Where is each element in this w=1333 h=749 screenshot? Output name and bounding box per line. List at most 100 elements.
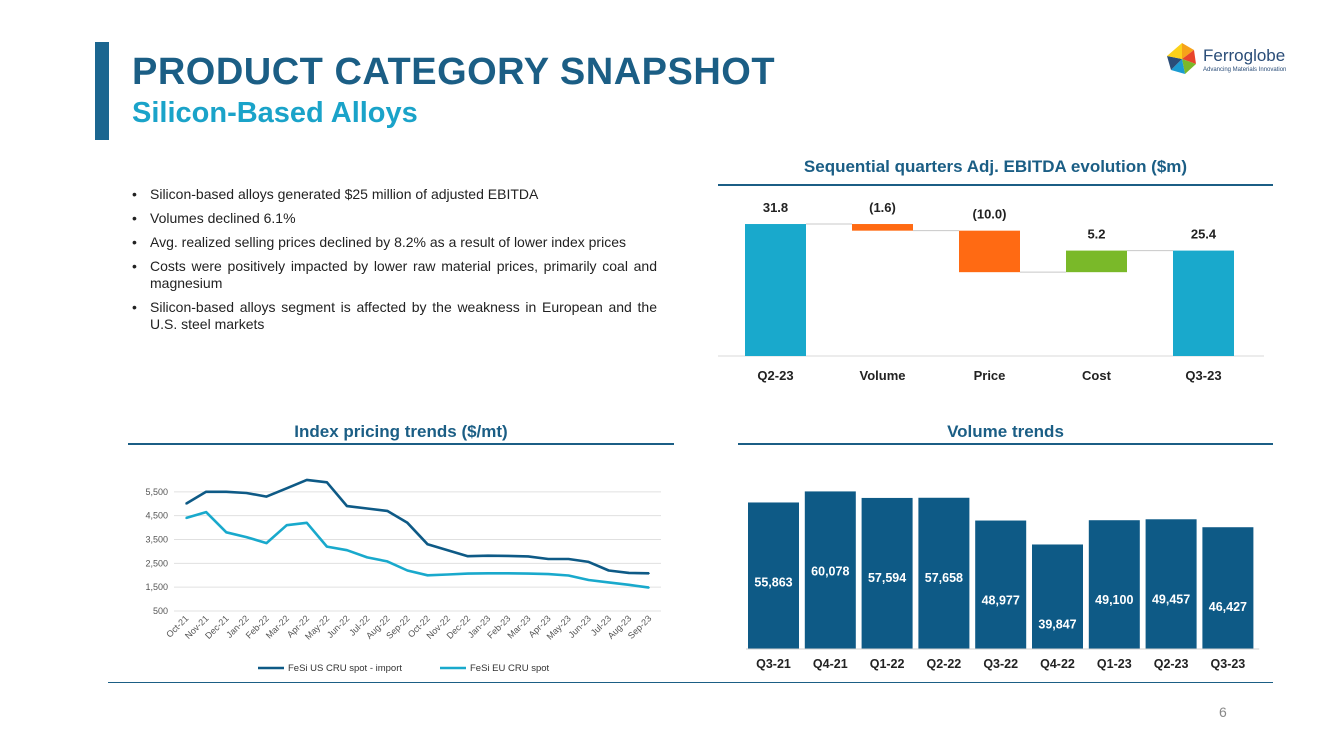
pricing-x-tick-label: Jun-22 bbox=[325, 613, 352, 640]
volume-value-label: 55,863 bbox=[754, 575, 792, 589]
pricing-data-point bbox=[487, 572, 489, 575]
pricing-data-point bbox=[547, 573, 550, 575]
pricing-data-point bbox=[628, 583, 630, 586]
pricing-data-point bbox=[326, 545, 328, 548]
logo-tagline: Advancing Materials Innovation bbox=[1203, 67, 1287, 73]
ebitda-waterfall-chart: 31.8 Q2-23 (1.6) Volume (10.0) Price 5.2 Cost 25… bbox=[718, 200, 1264, 383]
volume-category-label: Q1-22 bbox=[870, 657, 905, 671]
pricing-data-point bbox=[607, 581, 610, 584]
ebitda-category-label: Cost bbox=[1082, 368, 1112, 383]
ebitda-category-label: Volume bbox=[860, 368, 906, 383]
ebitda-title-rule bbox=[718, 184, 1273, 186]
pricing-data-point bbox=[305, 479, 308, 481]
volume-bar-chart: 55,863 Q3-21 60,078 Q4-21 57,594 Q1-22 57,658 Q… bbox=[746, 491, 1260, 671]
pricing-data-point bbox=[265, 542, 268, 544]
pricing-y-tick-label: 500 bbox=[153, 606, 168, 616]
ebitda-value-label: 25.4 bbox=[1191, 227, 1217, 242]
volume-bar bbox=[804, 491, 856, 649]
pricing-data-point bbox=[487, 554, 489, 557]
pricing-data-point bbox=[507, 572, 509, 575]
bullet-item: Volumes declined 6.1% bbox=[131, 210, 657, 227]
pricing-data-point bbox=[527, 572, 530, 575]
pricing-y-tick-label: 1,500 bbox=[145, 582, 168, 592]
title-accent-bar bbox=[95, 42, 109, 140]
pricing-data-point bbox=[467, 572, 469, 575]
globe-icon bbox=[1167, 43, 1196, 74]
volume-category-label: Q3-21 bbox=[756, 657, 791, 671]
pricing-data-point bbox=[366, 507, 368, 510]
ebitda-bar bbox=[1173, 250, 1234, 356]
pricing-data-point bbox=[628, 572, 630, 574]
pricing-data-point bbox=[426, 543, 429, 546]
volume-category-label: Q2-22 bbox=[927, 657, 962, 671]
ebitda-value-label: (10.0) bbox=[973, 207, 1007, 222]
ebitda-category-label: Q3-23 bbox=[1185, 368, 1221, 383]
volume-value-label: 57,658 bbox=[925, 571, 963, 585]
ebitda-category-label: Price bbox=[974, 368, 1006, 383]
volume-value-label: 60,078 bbox=[811, 564, 849, 578]
volume-bar bbox=[1202, 527, 1254, 649]
pricing-data-point bbox=[205, 511, 207, 513]
pricing-data-point bbox=[265, 495, 268, 498]
pricing-series-line bbox=[185, 478, 650, 575]
volume-value-label: 57,594 bbox=[868, 571, 906, 585]
volume-bar bbox=[975, 520, 1027, 649]
volume-title-rule bbox=[738, 443, 1273, 445]
volume-value-label: 46,427 bbox=[1209, 600, 1247, 614]
pricing-data-point bbox=[567, 558, 570, 560]
volume-bar bbox=[748, 502, 799, 649]
volume-bar bbox=[918, 497, 970, 649]
bullet-item: Costs were positively impacted by lower … bbox=[131, 258, 657, 292]
pricing-y-tick-label: 2,500 bbox=[145, 558, 168, 568]
pricing-data-point bbox=[205, 491, 207, 493]
pricing-chart-title: Index pricing trends ($/mt) bbox=[294, 422, 508, 441]
pricing-data-point bbox=[406, 569, 409, 572]
ebitda-chart-title: Sequential quarters Adj. EBITDA evolutio… bbox=[803, 157, 1188, 176]
volume-category-label: Q4-22 bbox=[1040, 657, 1075, 671]
bullet-item: Silicon-based alloys generated $25 milli… bbox=[131, 186, 657, 203]
ebitda-bar bbox=[745, 224, 806, 356]
pricing-data-point bbox=[185, 502, 187, 505]
volume-value-label: 49,100 bbox=[1095, 593, 1133, 607]
pricing-data-point bbox=[587, 579, 590, 581]
page-subtitle: Silicon-Based Alloys bbox=[132, 97, 418, 129]
pricing-data-point bbox=[225, 491, 228, 493]
volume-category-label: Q3-23 bbox=[1211, 657, 1246, 671]
page-title: PRODUCT CATEGORY SNAPSHOT bbox=[132, 51, 776, 93]
pricing-data-point bbox=[648, 586, 650, 589]
ebitda-bar bbox=[852, 224, 913, 231]
pricing-data-point bbox=[346, 505, 348, 507]
ebitda-value-label: 5.2 bbox=[1087, 227, 1105, 242]
pricing-data-point bbox=[527, 555, 530, 558]
pricing-data-point bbox=[587, 561, 590, 563]
volume-bar bbox=[1088, 520, 1140, 649]
pricing-data-point bbox=[386, 560, 389, 563]
volume-value-label: 48,977 bbox=[982, 594, 1020, 608]
pricing-data-point bbox=[245, 492, 248, 494]
pricing-data-point bbox=[547, 558, 550, 560]
volume-value-label: 49,457 bbox=[1152, 592, 1190, 606]
pricing-data-point bbox=[567, 574, 570, 577]
pricing-series-line bbox=[185, 510, 650, 589]
pricing-data-point bbox=[467, 555, 469, 557]
page-number: 6 bbox=[1219, 704, 1227, 720]
pricing-title-rule bbox=[128, 443, 674, 445]
pricing-data-point bbox=[346, 549, 348, 552]
pricing-y-tick-label: 4,500 bbox=[145, 511, 168, 521]
ebitda-bar bbox=[1066, 250, 1127, 273]
pricing-data-point bbox=[305, 522, 308, 524]
pricing-x-tick-label: Jun-23 bbox=[566, 613, 593, 640]
pricing-legend-label: FeSi EU CRU spot bbox=[470, 663, 550, 674]
volume-bar bbox=[861, 497, 913, 649]
pricing-y-tick-label: 3,500 bbox=[145, 535, 168, 545]
pricing-data-point bbox=[225, 531, 228, 534]
ebitda-bar bbox=[959, 230, 1020, 273]
pricing-data-point bbox=[326, 481, 328, 484]
volume-bar bbox=[1032, 544, 1083, 649]
pricing-y-tick-label: 5,500 bbox=[145, 487, 168, 497]
pricing-data-point bbox=[507, 555, 509, 557]
volume-category-label: Q4-21 bbox=[813, 657, 848, 671]
pricing-data-point bbox=[607, 569, 610, 572]
index-pricing-line-chart: 5001,5002,5003,5004,5005,500Oct-21Nov-21… bbox=[145, 478, 661, 674]
pricing-data-point bbox=[285, 524, 288, 526]
